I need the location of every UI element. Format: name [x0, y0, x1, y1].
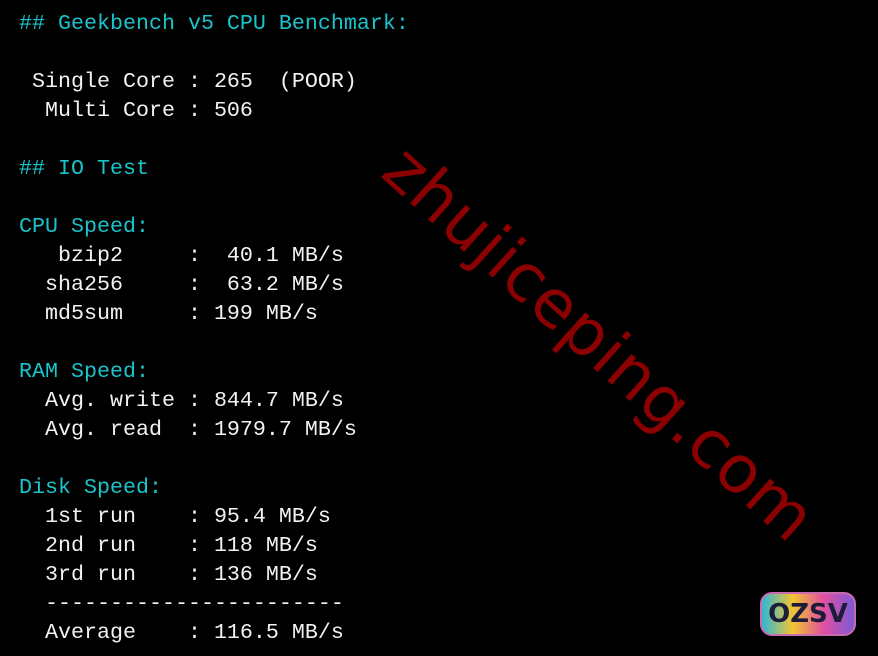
disk-run-1: 1st run : 95.4 MB/s [19, 504, 331, 529]
blank-line [19, 328, 409, 357]
terminal-output: ## Geekbench v5 CPU Benchmark: Single Co… [19, 9, 409, 647]
blank-line [19, 38, 409, 67]
blank-line [19, 125, 409, 154]
cpu-speed-heading: CPU Speed: [19, 214, 149, 239]
disk-average: Average : 116.5 MB/s [19, 620, 344, 645]
divider: ----------------------- [19, 591, 344, 616]
ozsv-logo: OZSV [760, 592, 856, 636]
blank-line [19, 183, 409, 212]
md5sum-result: md5sum : 199 MB/s [19, 301, 318, 326]
ram-speed-heading: RAM Speed: [19, 359, 149, 384]
single-core-result: Single Core : 265 (POOR) [19, 69, 357, 94]
geekbench-heading: ## Geekbench v5 CPU Benchmark: [19, 11, 409, 36]
sha256-result: sha256 : 63.2 MB/s [19, 272, 344, 297]
multi-core-result: Multi Core : 506 [19, 98, 253, 123]
ram-write-result: Avg. write : 844.7 MB/s [19, 388, 344, 413]
disk-speed-heading: Disk Speed: [19, 475, 162, 500]
bzip2-result: bzip2 : 40.1 MB/s [19, 243, 344, 268]
blank-line [19, 444, 409, 473]
disk-run-2: 2nd run : 118 MB/s [19, 533, 318, 558]
ram-read-result: Avg. read : 1979.7 MB/s [19, 417, 357, 442]
watermark-text: zhujiceping.com [368, 130, 831, 558]
disk-run-3: 3rd run : 136 MB/s [19, 562, 318, 587]
io-test-heading: ## IO Test [19, 156, 149, 181]
